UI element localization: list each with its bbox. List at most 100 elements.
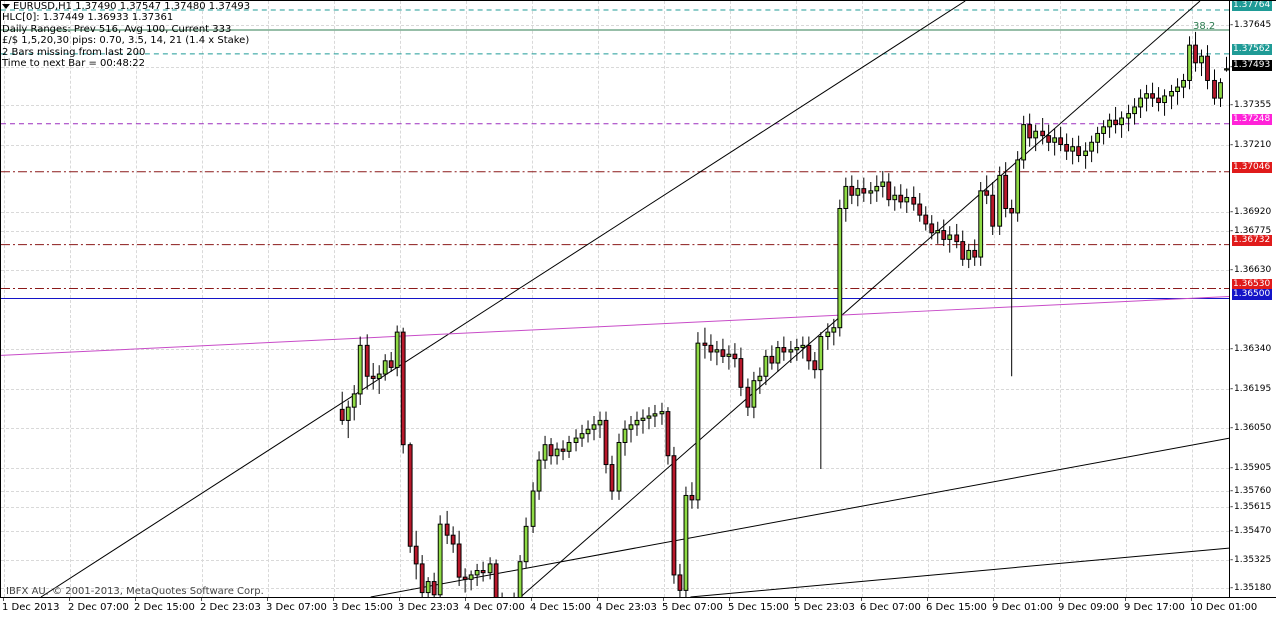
candlestick-bar (1058, 126, 1064, 152)
candle-body (812, 360, 818, 371)
candlestick-bar (1218, 78, 1223, 107)
candle-body (1003, 174, 1009, 209)
price-tick-label: -1.36050 (1230, 423, 1271, 433)
candlestick-bar (382, 354, 388, 381)
level-badge-magenta[interactable]: 1.37248 (1232, 114, 1273, 125)
candle-body (843, 185, 849, 209)
chart-plot-area[interactable]: 38.2 (0, 0, 1229, 597)
price-tick-label: -1.35615 (1230, 502, 1271, 512)
level-badge-teal[interactable]: 1.37562 (1232, 44, 1273, 55)
tick-dash-icon: - (1230, 140, 1234, 150)
candle-body (640, 417, 646, 421)
tick-dash-icon: - (1230, 207, 1234, 217)
time-axis-label: 6 Dec 15:00 (926, 602, 987, 613)
time-axis-label: 4 Dec 15:00 (530, 602, 591, 613)
candlestick-bar (683, 486, 689, 597)
candle-body (1218, 82, 1223, 99)
channel-lower-line[interactable] (370, 437, 1229, 597)
candle-body (861, 188, 867, 194)
candle-body (825, 331, 831, 338)
candlestick-bar (880, 170, 886, 198)
candle-body (351, 393, 357, 408)
candle-body (493, 563, 499, 597)
candle-body (1040, 130, 1046, 137)
candlestick-bar (622, 420, 628, 456)
candle-body (714, 349, 720, 353)
price-tick-label: -1.37645 (1230, 20, 1271, 30)
price-tick-value: 1.36340 (1234, 344, 1272, 354)
candle-body (603, 419, 609, 466)
gridline-horizontal (1, 491, 1229, 492)
candlestick-bar (738, 347, 744, 397)
candlestick-bar (911, 186, 917, 211)
time-axis-label: 5 Dec 07:00 (662, 602, 723, 613)
candle-body (437, 523, 443, 596)
level-badge-bid[interactable]: 1.36500 (1232, 289, 1273, 300)
candlestick-bar (972, 239, 978, 266)
time-axis-label: 1 Dec 2013 (2, 602, 60, 613)
candlestick-bar (941, 219, 947, 247)
candle-body (1156, 97, 1161, 104)
candle-body (628, 424, 634, 430)
candlestick-bar (351, 385, 357, 421)
time-tick-mark (663, 598, 664, 601)
candlestick-bar (720, 338, 726, 364)
channel-upper-line[interactable] (40, 1, 966, 597)
candlestick-bar (849, 175, 855, 205)
candlestick-bar (978, 182, 984, 266)
candlestick-bar (997, 166, 1003, 235)
triangle-down-icon[interactable] (2, 4, 10, 10)
time-tick-mark (795, 598, 796, 601)
candle-body (597, 419, 603, 426)
ma-magenta-line[interactable] (1, 296, 1229, 356)
candlestick-bar (364, 334, 370, 390)
candle-body (480, 570, 486, 574)
time-axis-label: 3 Dec 07:00 (266, 602, 327, 613)
candle-body (855, 188, 861, 196)
time-scale[interactable]: 1 Dec 2013 2 Dec 07:00 2 Dec 15:00 2 Dec 23… (0, 597, 1276, 619)
price-scale[interactable]: -1.37645-1.37493-1.37355-1.37210-1.36920… (1229, 0, 1276, 597)
candlestick-bar (917, 193, 923, 222)
candlestick-bar (1009, 199, 1015, 377)
candle-body (1058, 137, 1064, 145)
candlestick-bar (781, 336, 787, 361)
channel-upper-line-2[interactable] (520, 1, 1201, 597)
time-axis-label: 9 Dec 09:00 (1058, 602, 1119, 613)
tick-dash-icon: - (1230, 583, 1234, 593)
candlestick-bar (1119, 111, 1124, 138)
candlestick-bar (419, 555, 425, 597)
candle-body (720, 349, 726, 357)
candlestick-bar (708, 334, 714, 361)
tick-dash-icon: - (1230, 502, 1234, 512)
level-badge-resistance-2[interactable]: 1.36732 (1232, 235, 1273, 246)
price-tick-value: 1.35180 (1234, 583, 1272, 593)
channel-lower-line-2[interactable] (690, 547, 1229, 597)
candle-body (339, 408, 345, 421)
candlestick-bar (1187, 36, 1192, 90)
candle-body (671, 455, 677, 576)
candle-body (425, 581, 431, 594)
price-tick-label: -1.35470 (1230, 526, 1271, 536)
candlestick-bar (345, 400, 351, 439)
candlestick-bar (1083, 142, 1089, 169)
candlestick-bar (990, 182, 996, 235)
candle-body (990, 194, 996, 227)
level-badge-ask[interactable]: 1.37764 (1232, 0, 1273, 11)
candle-body (370, 375, 376, 379)
level-badge-support-1[interactable]: 1.36530 (1232, 279, 1273, 290)
candlestick-bar (1132, 98, 1137, 125)
candlestick-bar (634, 411, 640, 436)
candle-body (622, 428, 628, 443)
candle-body (874, 185, 880, 192)
candlestick-bar (757, 367, 763, 394)
candlestick-bar (616, 433, 622, 500)
candle-body (966, 249, 972, 260)
candlestick-bar (1107, 113, 1113, 138)
candle-body (1162, 95, 1167, 104)
level-badge-resistance-1[interactable]: 1.37046 (1232, 162, 1273, 173)
level-badge-last-price[interactable]: 1.37493 (1232, 60, 1273, 71)
gridline-horizontal (1, 25, 1229, 26)
price-tick-label: -1.37355 (1230, 100, 1271, 110)
candlestick-bar (763, 349, 769, 386)
candle-body (517, 561, 523, 597)
